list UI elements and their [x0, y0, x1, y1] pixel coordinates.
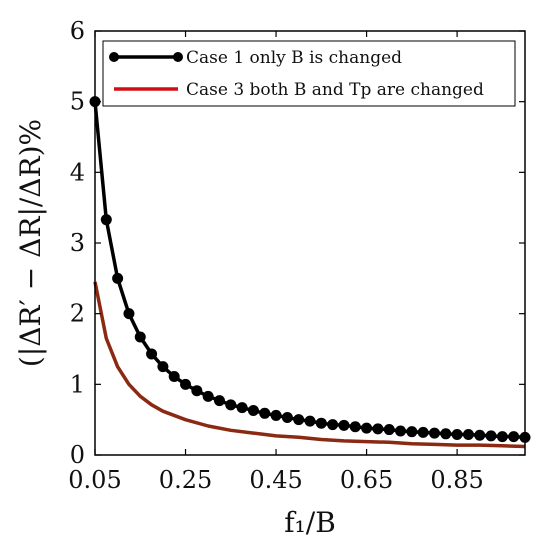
- data-point: [372, 423, 384, 435]
- data-point: [508, 431, 520, 443]
- x-tick-label: 0.65: [340, 466, 393, 494]
- x-tick-label: 0.45: [249, 466, 302, 494]
- y-tick-label: 3: [70, 229, 85, 257]
- x-axis-label: f₁/B: [284, 506, 336, 539]
- data-point: [462, 429, 474, 441]
- data-point: [100, 214, 112, 226]
- y-tick-label: 2: [70, 300, 85, 328]
- data-point: [383, 424, 395, 436]
- x-tick-label: 0.05: [68, 466, 121, 494]
- legend-box: [102, 40, 516, 107]
- x-tick-label: 0.25: [159, 466, 212, 494]
- y-tick-label: 1: [70, 370, 85, 398]
- data-point: [474, 429, 486, 441]
- data-point: [202, 390, 214, 402]
- data-point: [349, 421, 361, 433]
- data-point: [293, 414, 305, 426]
- x-tick-label: 0.85: [430, 466, 483, 494]
- legend: Case 1 only B is changed Case 3 both B a…: [102, 40, 516, 107]
- data-point: [338, 419, 350, 431]
- data-point: [315, 417, 327, 429]
- data-point: [281, 412, 293, 424]
- data-point: [134, 331, 146, 343]
- data-point: [270, 409, 282, 421]
- data-point: [451, 429, 463, 441]
- series-line-case-3: [93, 281, 526, 449]
- data-point: [168, 371, 180, 383]
- data-point: [112, 272, 124, 284]
- y-tick-label: 0: [70, 441, 85, 469]
- data-point: [361, 422, 373, 434]
- legend-marker-case-1: [173, 52, 183, 62]
- y-tick-label: 6: [70, 17, 85, 45]
- legend-label-case-3: Case 3 both B and Tp are changed: [186, 80, 484, 100]
- data-point: [485, 430, 497, 442]
- data-point: [496, 431, 508, 443]
- series-layer: [89, 96, 531, 449]
- data-point: [417, 426, 429, 438]
- legend-label-case-1: Case 1 only B is changed: [186, 48, 402, 68]
- data-point: [191, 385, 203, 397]
- data-point: [225, 399, 237, 411]
- data-point: [304, 415, 316, 427]
- data-point: [440, 428, 452, 440]
- data-point: [213, 395, 225, 407]
- legend-marker-case-1: [109, 52, 119, 62]
- data-point: [259, 407, 271, 419]
- data-point: [157, 361, 169, 373]
- y-axis-label: (|ΔR′ − ΔR|/ΔR)%: [14, 119, 47, 367]
- data-point: [327, 419, 339, 431]
- y-tick-label: 5: [70, 88, 85, 116]
- data-point: [395, 425, 407, 437]
- data-point: [406, 426, 418, 438]
- data-point: [123, 308, 135, 320]
- data-point: [146, 348, 158, 360]
- y-tick-label: 4: [70, 158, 85, 186]
- data-point: [247, 404, 259, 416]
- tick-layer: 0 1 2 3 4 5 6 0.05 0.25 0.45 0.65 0.85: [68, 17, 525, 494]
- data-point: [236, 402, 248, 414]
- data-point: [428, 427, 440, 439]
- data-point: [180, 378, 192, 390]
